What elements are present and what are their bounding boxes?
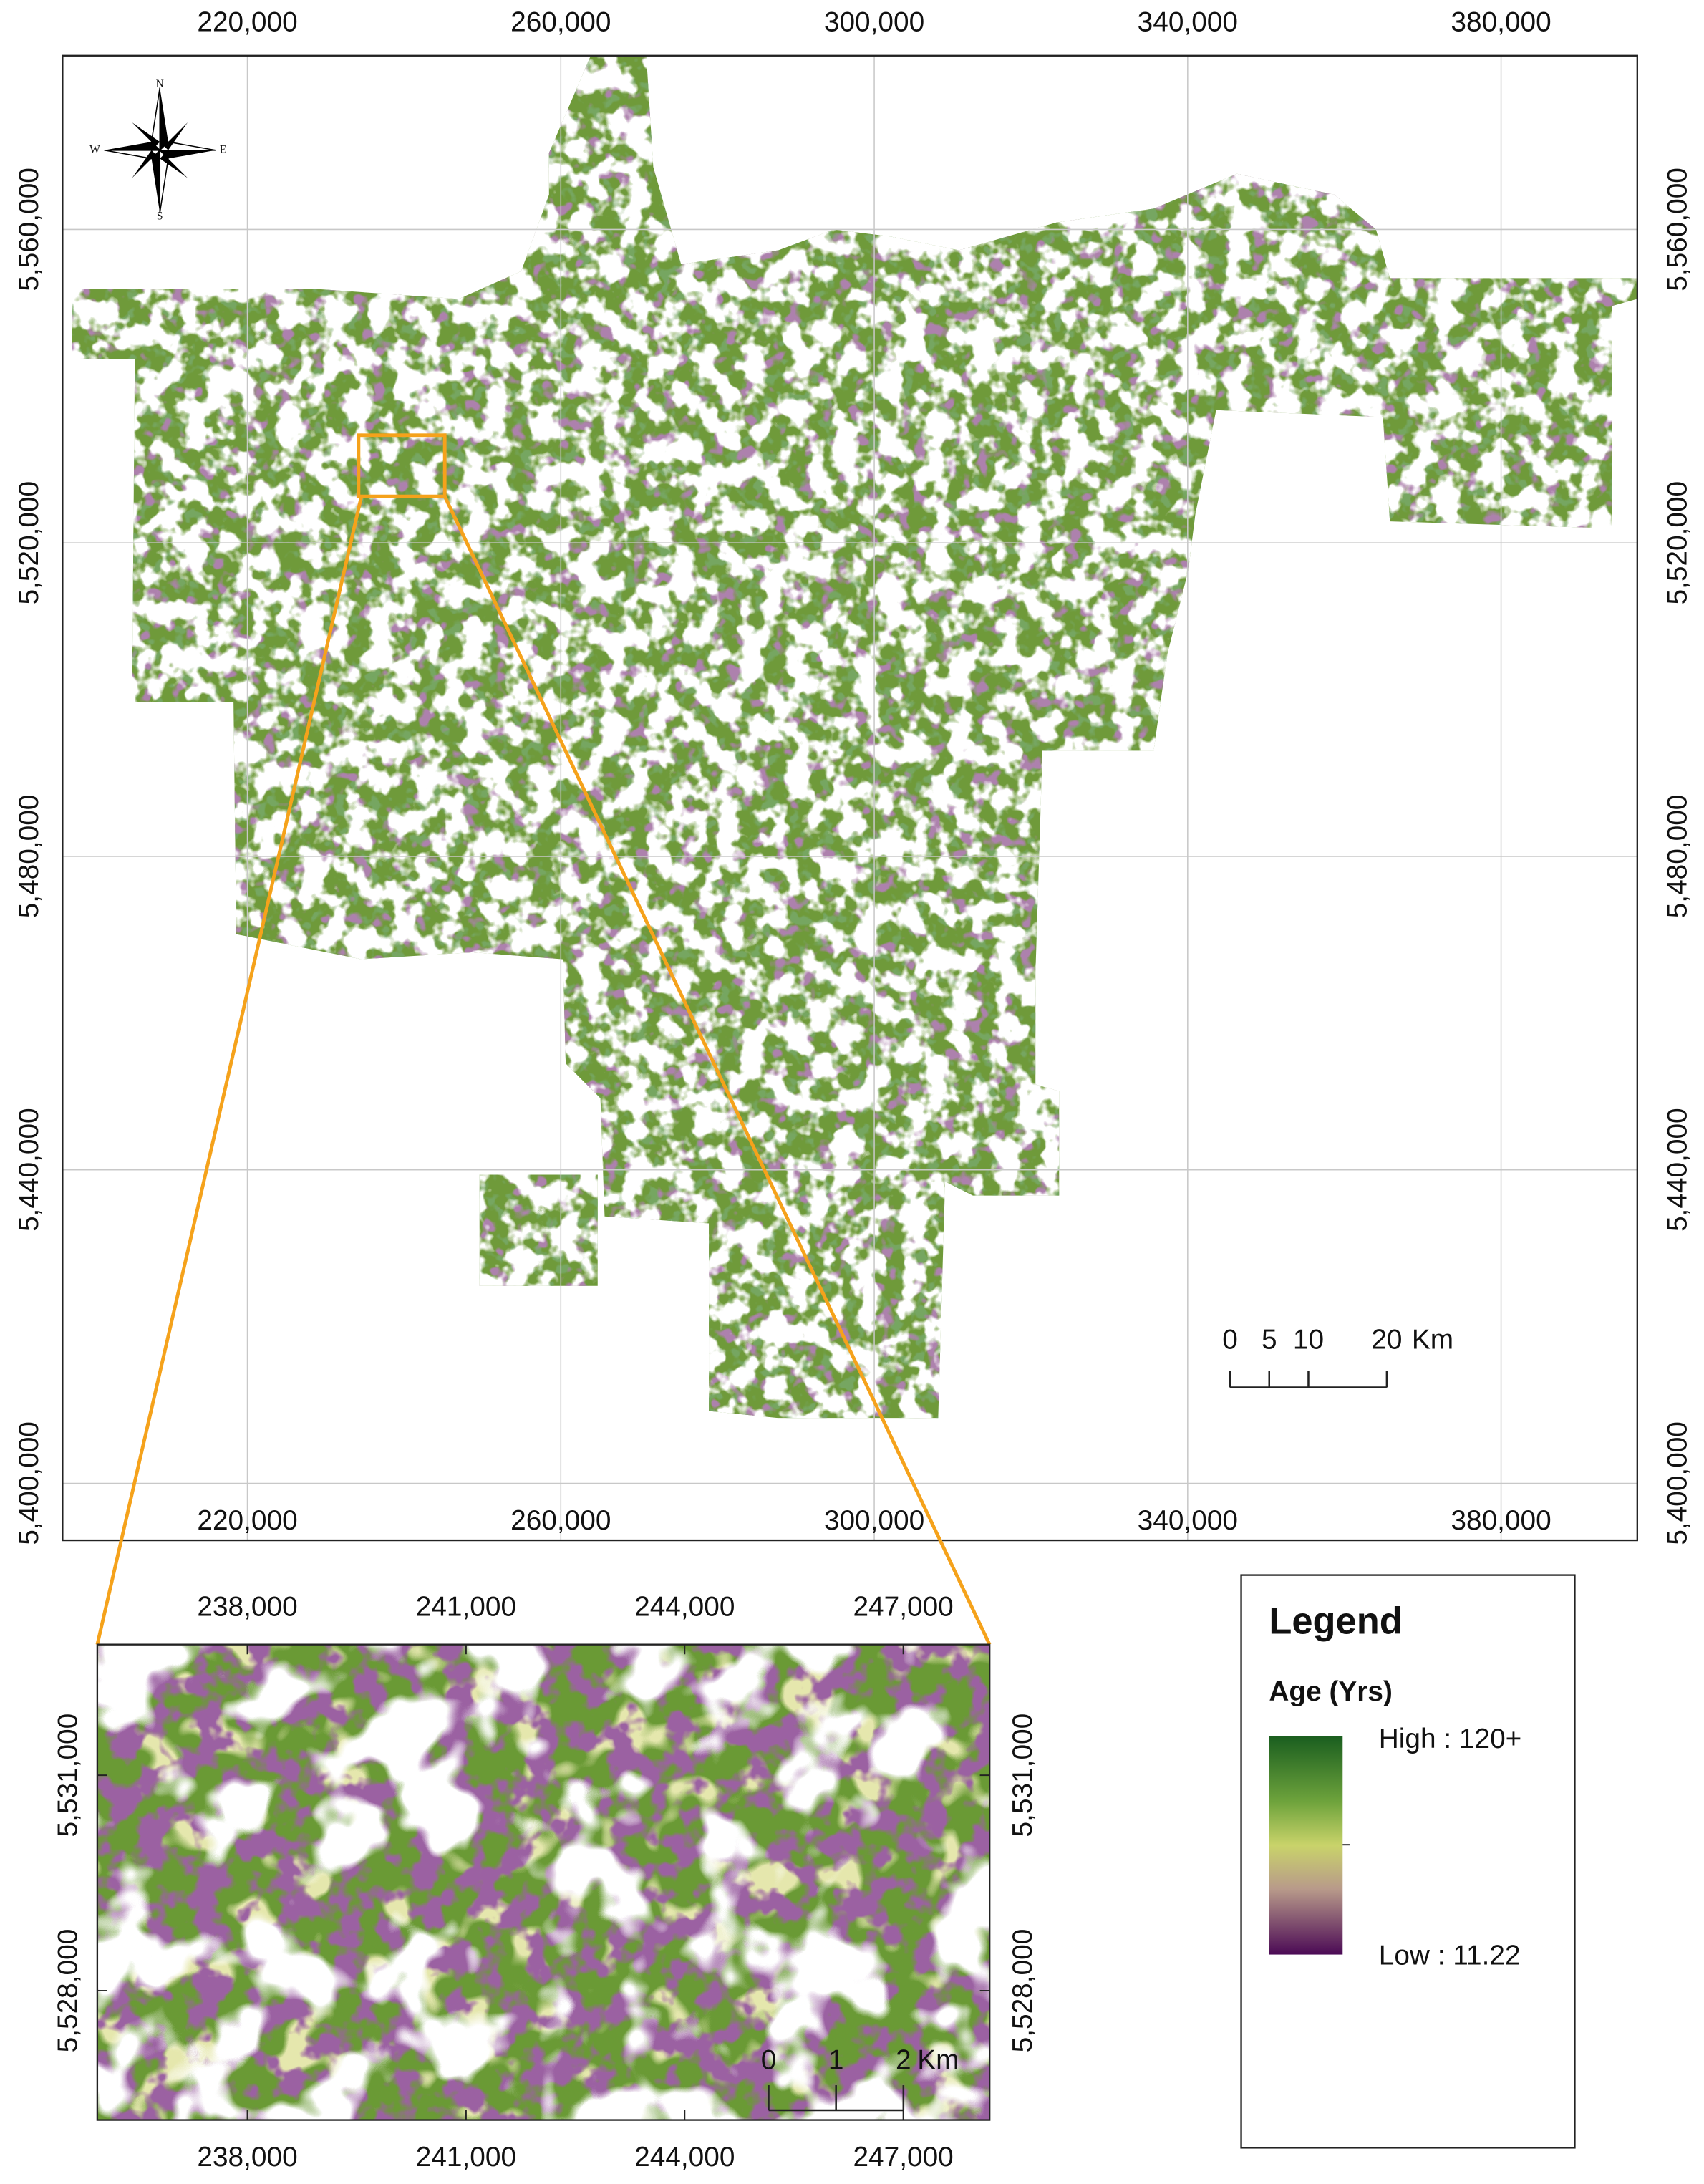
y-tick-label: 5,480,000 [1662,795,1693,919]
x-tick-label: 300,000 [824,1505,924,1536]
x-tick-label: 247,000 [853,2142,953,2173]
x-tick-label: 241,000 [416,1591,516,1622]
connector-line [95,496,364,1646]
x-tick-label: 340,000 [1138,1505,1238,1536]
scale-label: 0 [1222,1325,1238,1356]
compass-n: N [156,78,164,90]
scale-label: 2 [896,2044,911,2075]
x-tick-label: 300,000 [824,6,924,37]
y-tick-label: 5,560,000 [14,168,44,291]
x-tick-label: 380,000 [1451,6,1551,37]
compass-e: E [220,143,226,155]
north-arrow: N S E W [89,78,226,222]
y-tick-label: 5,520,000 [14,481,44,605]
main-map-frame [62,54,1638,1542]
legend-high: High : 120+ [1379,1724,1522,1754]
x-tick-label: 244,000 [634,2142,735,2173]
y-tick-label: 5,531,000 [1007,1714,1038,1837]
y-tick-label: 5,440,000 [1662,1108,1693,1232]
legend-color-ramp [1269,1736,1343,1955]
scale-label: 10 [1293,1325,1324,1356]
scale-label: 5 [1262,1325,1277,1356]
x-tick-label: 238,000 [197,1591,297,1622]
compass-s: S [157,211,163,223]
y-tick-label: 5,480,000 [14,795,44,919]
inset-map-frame [96,1643,991,2121]
compass-w: W [89,143,100,155]
y-tick-label: 5,400,000 [1662,1421,1693,1545]
scale-unit: Km [1412,1325,1453,1356]
x-tick-label: 380,000 [1451,1505,1551,1536]
x-tick-label: 247,000 [853,1591,953,1622]
legend-title: Legend [1269,1600,1402,1642]
scale-label: 1 [828,2044,844,2075]
y-tick-label: 5,560,000 [1662,168,1693,291]
y-tick-label: 5,520,000 [1662,481,1693,605]
inset-raster [97,1644,990,2120]
legend-low: Low : 11.22 [1379,1941,1521,1971]
x-tick-label: 238,000 [197,2142,297,2173]
scale-label: 0 [761,2044,777,2075]
y-tick-label: 5,531,000 [52,1714,83,1837]
y-tick-label: 5,440,000 [14,1108,44,1232]
x-tick-label: 220,000 [197,1505,297,1536]
connector-line [443,496,992,1646]
y-tick-label: 5,400,000 [14,1421,44,1545]
y-tick-label: 5,528,000 [52,1929,83,2053]
legend-field: Age (Yrs) [1269,1676,1393,1707]
x-tick-label: 260,000 [510,6,611,37]
inset-extent-box [357,433,447,498]
x-tick-label: 340,000 [1138,6,1238,37]
scale-label: 20 [1371,1325,1402,1356]
x-tick-label: 260,000 [510,1505,611,1536]
y-tick-label: 5,528,000 [1007,1929,1038,2053]
scale-unit: Km [917,2044,959,2075]
x-tick-label: 241,000 [416,2142,516,2173]
forest-age-raster [72,55,1637,1419]
x-tick-label: 244,000 [634,1591,735,1622]
x-tick-label: 220,000 [197,6,297,37]
